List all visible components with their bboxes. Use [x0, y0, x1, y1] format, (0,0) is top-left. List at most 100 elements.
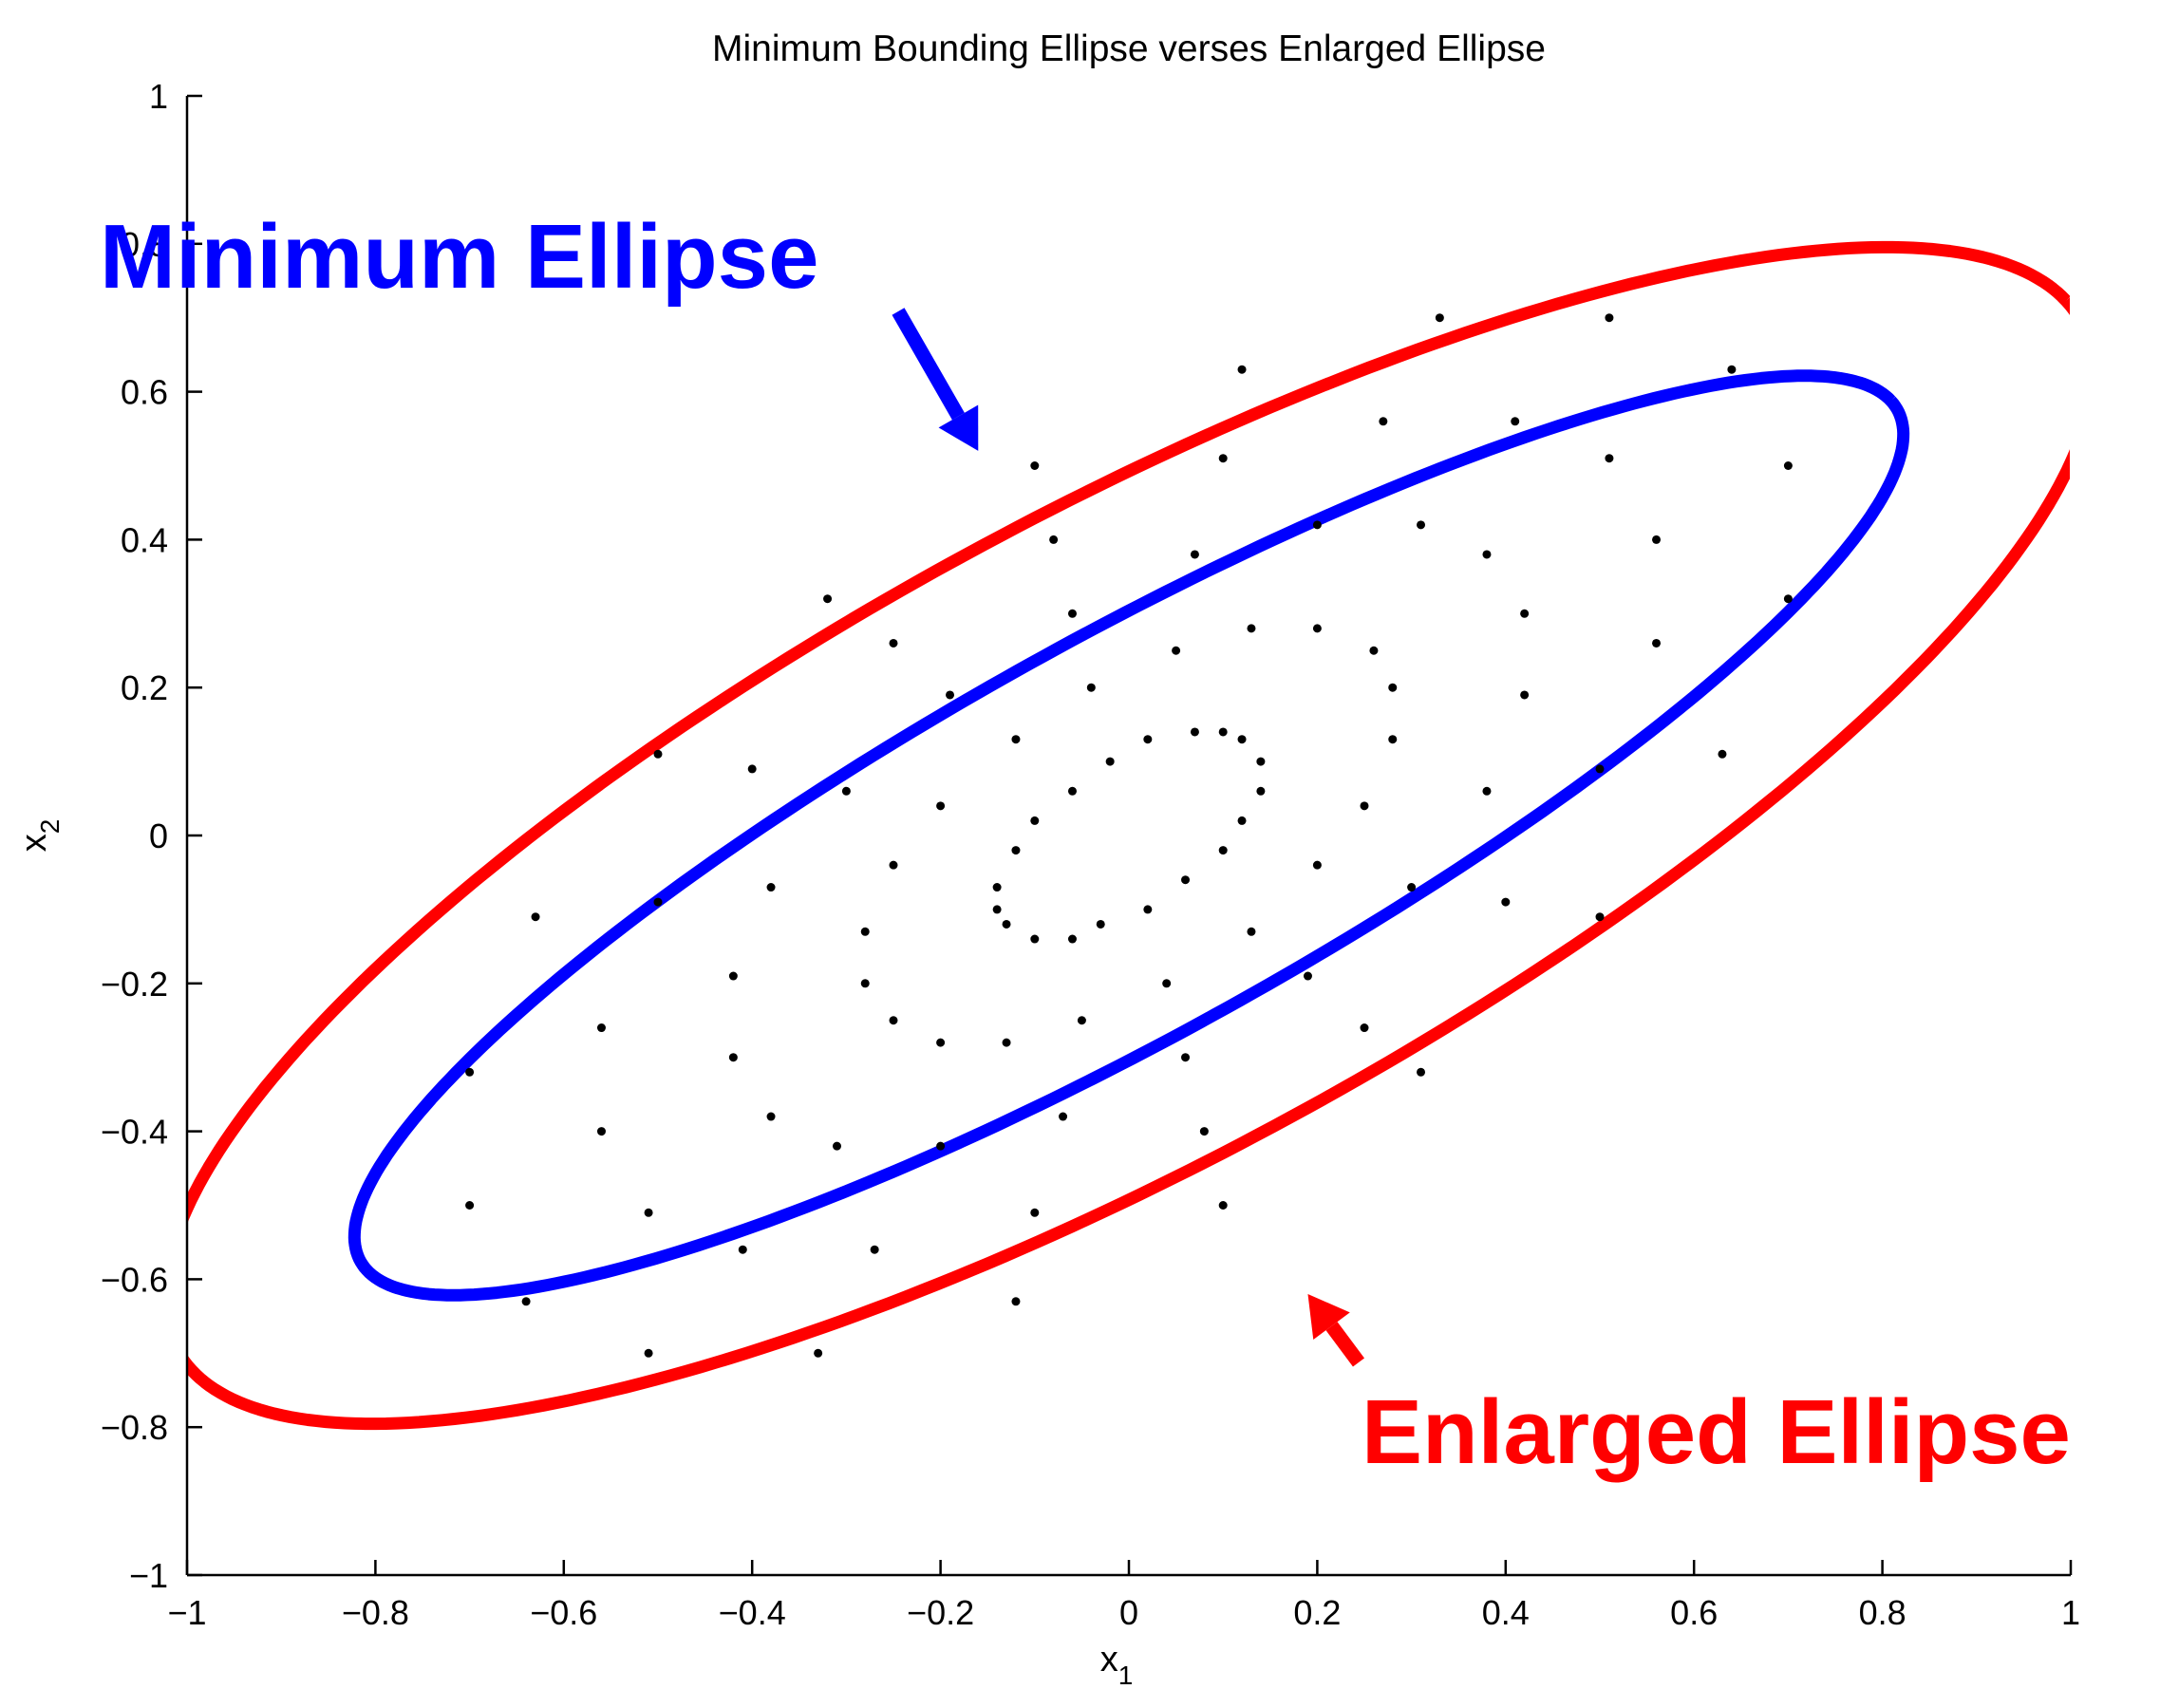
- data-point: [644, 1208, 653, 1217]
- data-point: [653, 897, 663, 907]
- data-point: [1783, 461, 1793, 470]
- data-point: [936, 1141, 946, 1151]
- data-point: [1218, 727, 1228, 737]
- data-point: [1105, 757, 1115, 766]
- annotation-enlarged-arrowhead: [1307, 1293, 1350, 1341]
- data-point: [823, 594, 833, 604]
- x-tick-label: −0.6: [530, 1593, 597, 1632]
- data-point: [860, 927, 870, 936]
- data-point: [1247, 624, 1256, 633]
- data-point: [1237, 816, 1247, 825]
- data-point: [1077, 1016, 1086, 1025]
- x-tick-label: −1: [167, 1593, 206, 1632]
- data-point: [1256, 757, 1266, 766]
- data-point: [1256, 786, 1266, 796]
- data-point: [1435, 313, 1444, 323]
- data-point: [870, 1245, 879, 1254]
- data-point: [644, 1348, 653, 1358]
- y-tick-label: 0.2: [121, 668, 168, 707]
- y-tick-label: −0.2: [101, 965, 168, 1004]
- y-tick-label: 0.6: [121, 373, 168, 412]
- data-point: [1086, 683, 1096, 692]
- chart-title: Minimum Bounding Ellipse verses Enlarged…: [712, 28, 1546, 69]
- plot-area: −1 −0.8 −0.6 −0.4 −0.2 0 0.2 0.4 0.6 0.8 1 −1 −0.8 −…: [101, 77, 2080, 1632]
- minimum-ellipse-curve: [347, 369, 1910, 1302]
- data-point: [1783, 594, 1793, 604]
- data-point: [596, 1023, 606, 1033]
- data-point: [766, 1112, 776, 1121]
- data-point: [1718, 749, 1727, 759]
- y-axis-title-sub: 2: [35, 819, 65, 835]
- data-point: [1482, 786, 1492, 796]
- data-point: [1303, 971, 1312, 981]
- y-tick-label: −0.8: [101, 1408, 168, 1447]
- data-point: [1247, 927, 1256, 936]
- data-point: [1727, 365, 1737, 374]
- data-point: [889, 1016, 898, 1025]
- data-point: [814, 1348, 823, 1358]
- data-point: [936, 1038, 946, 1047]
- y-ticks: −1 −0.8 −0.6 −0.4 −0.2 0 0.2 0.4 0.6 0.8 1: [101, 77, 202, 1595]
- data-point: [1143, 905, 1153, 914]
- data-point: [1237, 735, 1247, 744]
- data-point: [860, 979, 870, 988]
- y-axis-title: x2: [14, 819, 65, 853]
- data-point: [841, 786, 851, 796]
- data-point: [1059, 1112, 1068, 1121]
- data-point: [1388, 683, 1398, 692]
- axes-box: [186, 95, 2072, 1576]
- y-tick-label: 0.8: [121, 225, 168, 264]
- x-tick-label: 0.2: [1293, 1593, 1341, 1632]
- data-point: [1030, 1208, 1040, 1217]
- x-ticks: −1 −0.8 −0.6 −0.4 −0.2 0 0.2 0.4 0.6 0.8 1: [167, 1560, 2080, 1632]
- data-point: [1595, 764, 1605, 774]
- data-point: [1652, 638, 1662, 648]
- x-tick-label: −0.2: [907, 1593, 974, 1632]
- annotation-enlarged-arrow: [1325, 1322, 1365, 1367]
- data-point: [1369, 646, 1379, 655]
- data-point: [531, 912, 540, 922]
- data-point: [1199, 1127, 1209, 1136]
- data-point: [1605, 313, 1614, 323]
- data-point: [1312, 520, 1322, 530]
- data-point: [1312, 624, 1322, 633]
- x-tick-label: −0.8: [342, 1593, 409, 1632]
- data-point: [1520, 690, 1530, 700]
- data-point: [1218, 454, 1228, 463]
- data-point: [1162, 979, 1172, 988]
- data-point: [1417, 1067, 1426, 1077]
- data-point: [1237, 365, 1247, 374]
- y-tick-label: −0.6: [101, 1260, 168, 1299]
- data-point: [1030, 461, 1040, 470]
- data-point: [653, 749, 663, 759]
- enlarged-ellipse-curve: [187, 240, 2071, 1431]
- y-tick-label: 0.4: [121, 520, 168, 559]
- data-point: [596, 1127, 606, 1136]
- data-point: [747, 764, 757, 774]
- data-point: [1067, 609, 1077, 618]
- data-point: [1417, 520, 1426, 530]
- data-point: [992, 905, 1002, 914]
- x-tick-label: 1: [2061, 1593, 2080, 1632]
- data-point: [1011, 846, 1021, 855]
- data-point: [1379, 417, 1388, 426]
- annotation-enlarged: Enlarged Ellipse: [1307, 1293, 2071, 1483]
- x-tick-label: −0.4: [719, 1593, 786, 1632]
- data-point: [1482, 550, 1492, 559]
- data-point: [1143, 735, 1153, 744]
- data-point: [1190, 550, 1199, 559]
- y-tick-label: −1: [129, 1556, 168, 1595]
- data-point: [1181, 875, 1191, 885]
- data-point: [1011, 735, 1021, 744]
- data-point: [738, 1245, 747, 1254]
- x-tick-label: 0: [1119, 1593, 1138, 1632]
- data-point: [766, 883, 776, 892]
- data-point: [465, 1201, 475, 1210]
- x-tick-label: 0.8: [1859, 1593, 1906, 1632]
- annotation-enlarged-label: Enlarged Ellipse: [1362, 1381, 2071, 1483]
- y-axis-title-base: x: [14, 834, 54, 852]
- data-point: [1407, 883, 1417, 892]
- y-tick-label: 0: [149, 816, 168, 855]
- data-point: [1030, 816, 1040, 825]
